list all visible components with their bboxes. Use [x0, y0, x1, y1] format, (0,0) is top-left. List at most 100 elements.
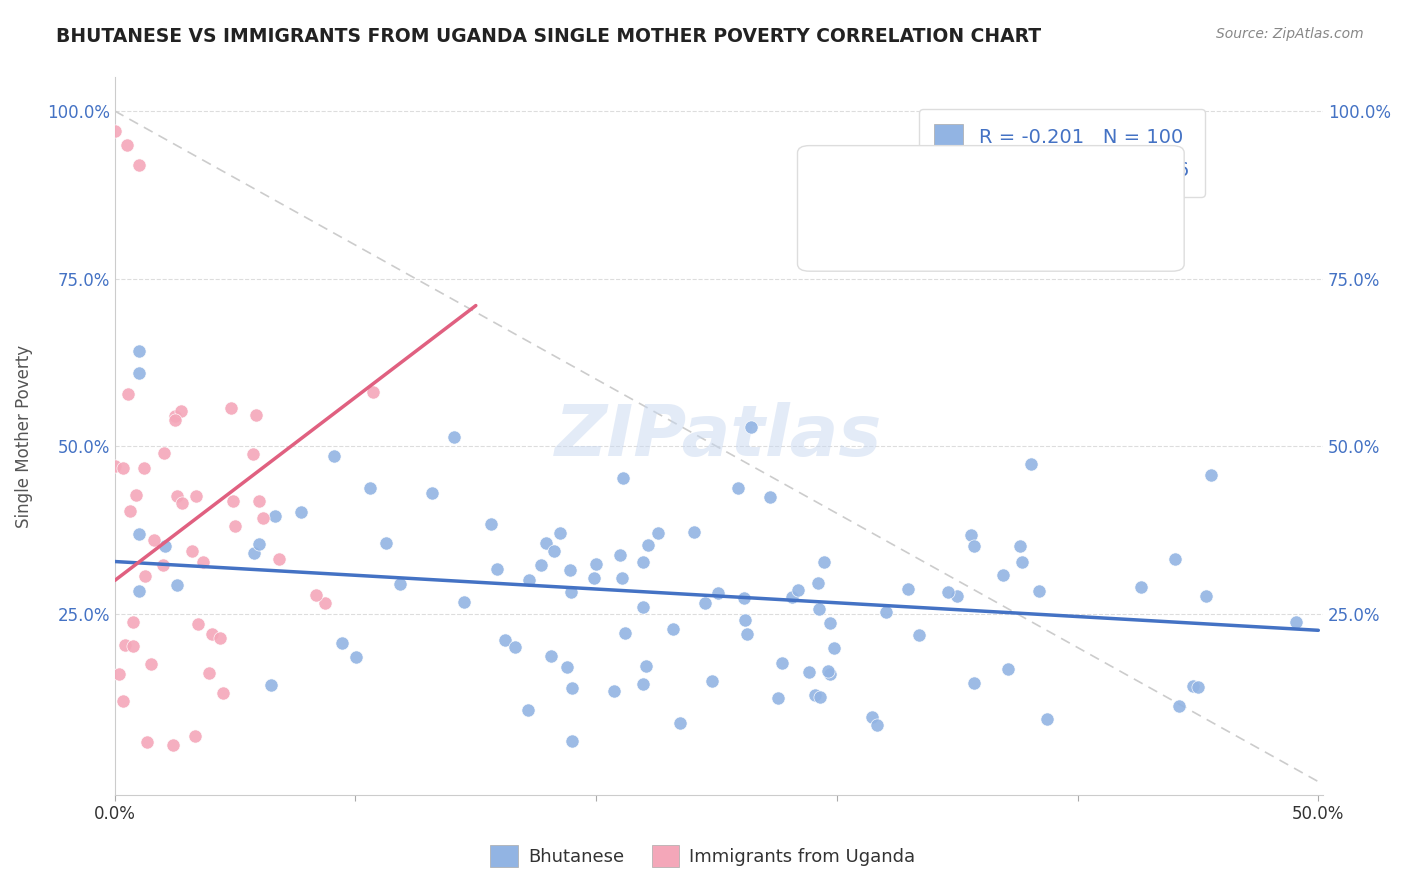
Point [1285, 615, 1308, 630]
Point [125, 488, 148, 502]
Point [128, 366, 150, 380]
Point [1008, 539, 1031, 553]
Point [267, 551, 290, 566]
Point [1182, 679, 1205, 693]
Point [263, 508, 285, 523]
Point [323, 449, 346, 463]
Point [187, 617, 209, 632]
Point [582, 571, 605, 585]
Point [959, 528, 981, 542]
Point [609, 549, 631, 563]
Point [290, 505, 312, 519]
Point [201, 627, 224, 641]
Point [603, 683, 626, 698]
Point [529, 558, 551, 572]
Point [152, 558, 174, 572]
Point [585, 557, 607, 571]
Point [260, 678, 283, 692]
Point [122, 639, 145, 653]
Point [540, 648, 562, 663]
Point [245, 408, 267, 422]
Point [818, 615, 841, 630]
Text: Source: ZipAtlas.com: Source: ZipAtlas.com [1216, 27, 1364, 41]
Point [219, 401, 242, 415]
Point [735, 627, 758, 641]
Point [479, 517, 502, 532]
Point [143, 533, 166, 548]
Point [866, 718, 889, 732]
Point [104, 124, 127, 138]
Point [120, 504, 142, 518]
Point [808, 690, 831, 704]
Point [818, 666, 841, 681]
Point [1164, 552, 1187, 566]
Point [242, 447, 264, 461]
Point [766, 690, 789, 705]
Point [631, 677, 654, 691]
Point [1187, 680, 1209, 694]
Point [558, 563, 581, 577]
Point [799, 665, 821, 680]
Point [612, 471, 634, 485]
Point [115, 137, 138, 152]
Point [548, 526, 571, 541]
Point [1195, 589, 1218, 603]
Point [1028, 584, 1050, 599]
Point [997, 662, 1019, 676]
Point [634, 658, 657, 673]
Point [503, 640, 526, 654]
Point [1168, 699, 1191, 714]
Point [780, 590, 803, 604]
Point [612, 571, 634, 585]
Point [374, 536, 396, 550]
Point [555, 660, 578, 674]
Point [128, 526, 150, 541]
Point [222, 494, 245, 508]
Point [733, 591, 755, 605]
Point [963, 539, 986, 553]
Point [614, 625, 637, 640]
Point [669, 715, 692, 730]
Point [107, 667, 129, 681]
Point [224, 519, 246, 533]
Point [662, 622, 685, 636]
Text: BHUTANESE VS IMMIGRANTS FROM UGANDA SINGLE MOTHER POVERTY CORRELATION CHART: BHUTANESE VS IMMIGRANTS FROM UGANDA SING… [56, 27, 1042, 45]
Point [132, 461, 155, 475]
Point [211, 685, 233, 699]
Point [1129, 580, 1152, 594]
Point [344, 650, 367, 665]
Point [128, 344, 150, 359]
Point [740, 419, 762, 434]
Point [166, 489, 188, 503]
Point [897, 582, 920, 597]
Point [330, 636, 353, 650]
Point [633, 599, 655, 614]
Point [637, 538, 659, 552]
Point [183, 729, 205, 743]
Point [114, 638, 136, 652]
Point [165, 409, 187, 423]
Point [494, 633, 516, 648]
Point [170, 496, 193, 510]
Point [252, 511, 274, 525]
Point [153, 539, 176, 553]
Point [1011, 555, 1033, 569]
Point [1036, 712, 1059, 726]
Point [422, 486, 444, 500]
Point [198, 665, 221, 680]
Point [104, 459, 127, 474]
Point [209, 631, 232, 645]
Point [647, 525, 669, 540]
Point [633, 555, 655, 569]
Point [247, 536, 270, 550]
Point [128, 584, 150, 599]
Point [117, 387, 139, 401]
Point [361, 384, 384, 399]
Point [963, 676, 986, 690]
Point [702, 674, 724, 689]
Point [695, 596, 717, 610]
Point [936, 584, 959, 599]
Point [314, 596, 336, 610]
Point [305, 588, 328, 602]
Point [727, 481, 749, 495]
